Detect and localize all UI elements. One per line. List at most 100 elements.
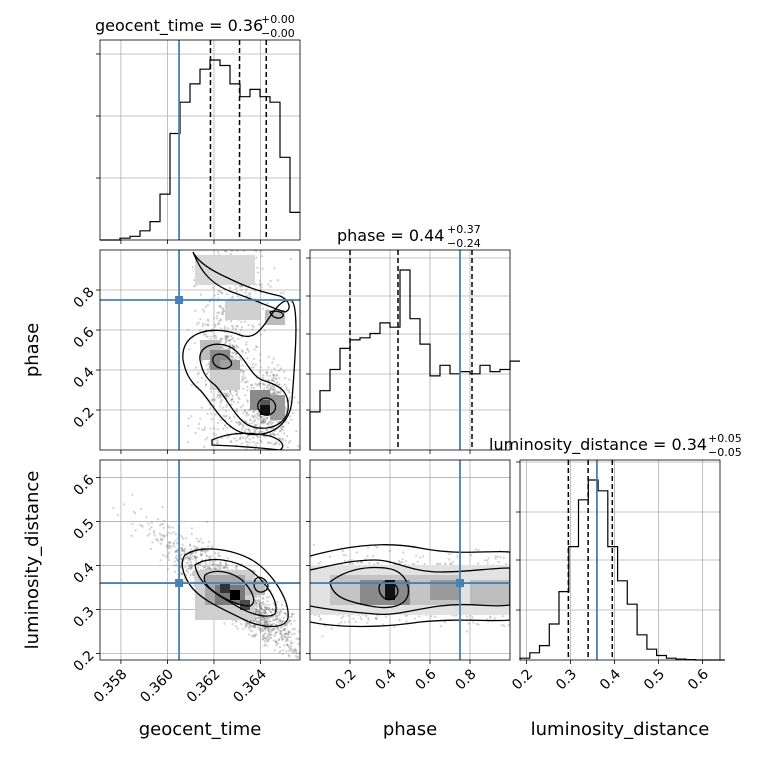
sample-point [226, 293, 229, 296]
sample-point [167, 558, 170, 562]
sample-point [475, 622, 478, 625]
sample-point [248, 295, 252, 298]
sample-point [148, 533, 151, 536]
sample-point [258, 605, 261, 608]
sample-point [284, 383, 287, 386]
sample-point [264, 626, 267, 629]
sample-point [264, 620, 267, 624]
sample-point [278, 420, 281, 423]
sample-point [272, 379, 275, 382]
sample-point [261, 376, 264, 379]
sample-point [229, 357, 232, 360]
title-luminosity-distance: luminosity_distance = 0.34 [489, 435, 707, 455]
hist2d-phase-vs-geocent-time [96, 249, 301, 454]
sample-point [366, 621, 369, 624]
sample-point [244, 376, 247, 379]
sample-point [497, 560, 500, 564]
sample-point [256, 610, 259, 613]
sample-point [217, 297, 220, 300]
sample-point [241, 425, 245, 428]
sample-point [145, 516, 148, 519]
sample-point [239, 423, 242, 426]
sample-point [220, 312, 223, 315]
sample-point [271, 607, 274, 611]
sample-point [287, 621, 290, 624]
density-contour [310, 559, 510, 616]
sample-point [264, 606, 267, 609]
sample-point [271, 432, 275, 435]
sample-point [366, 555, 369, 558]
sample-point [161, 538, 164, 541]
sample-point [263, 418, 266, 421]
sample-point [193, 584, 196, 587]
sample-point [259, 628, 262, 631]
sample-point [271, 379, 274, 382]
sample-point [246, 434, 250, 437]
sample-point [190, 564, 193, 567]
sample-point [287, 649, 290, 652]
sample-point [344, 560, 347, 563]
sample-point [273, 367, 276, 370]
sample-point [265, 428, 268, 431]
sample-point [449, 562, 453, 566]
sample-point [176, 559, 179, 562]
sample-point [204, 562, 208, 566]
sample-point [191, 555, 194, 558]
sample-point [233, 346, 236, 349]
sample-point [262, 422, 265, 425]
sample-point [377, 562, 380, 565]
sample-point [271, 373, 275, 376]
sample-point [122, 503, 126, 506]
sample-point [466, 615, 469, 618]
sample-point [263, 420, 266, 423]
sample-point [214, 325, 217, 328]
sample-point [258, 610, 261, 613]
sample-point [253, 625, 256, 628]
sample-point [294, 655, 297, 658]
xtick-label-luminosity-distance: 0.5 [641, 666, 668, 693]
sample-point [264, 627, 267, 630]
sample-point [189, 566, 192, 569]
sample-point [174, 539, 177, 542]
sample-point [189, 544, 192, 547]
sample-point [156, 518, 159, 521]
sample-point [163, 535, 166, 538]
sample-point [239, 328, 242, 331]
sample-point [268, 607, 271, 610]
sample-point [207, 320, 210, 323]
sample-point [266, 416, 269, 419]
sample-point [263, 610, 266, 613]
sample-point [187, 417, 190, 420]
sample-point [288, 646, 291, 650]
sample-point [277, 626, 280, 629]
sample-point [251, 363, 254, 366]
sample-point [214, 559, 217, 563]
sample-point [246, 389, 249, 392]
sample-point [273, 648, 276, 652]
sample-point [276, 279, 280, 282]
sample-point [221, 311, 225, 314]
sample-point [260, 608, 263, 611]
sample-point [293, 627, 296, 631]
sample-point [212, 562, 215, 566]
sample-point [225, 563, 228, 566]
sample-point [242, 250, 246, 252]
sample-point [276, 617, 279, 620]
sample-point [236, 250, 239, 252]
sample-point [169, 541, 172, 544]
sample-point [215, 337, 218, 340]
sample-point [287, 421, 290, 425]
sample-point [193, 285, 196, 288]
sample-point [268, 609, 271, 613]
sample-point [272, 391, 275, 394]
sample-point [258, 612, 261, 616]
sample-point [474, 548, 478, 551]
sample-point [219, 405, 222, 408]
sample-point [250, 366, 253, 369]
sample-point [239, 422, 242, 425]
sample-point [278, 629, 281, 632]
sample-point [271, 361, 274, 364]
sample-point [354, 620, 357, 624]
sample-point [235, 564, 238, 567]
